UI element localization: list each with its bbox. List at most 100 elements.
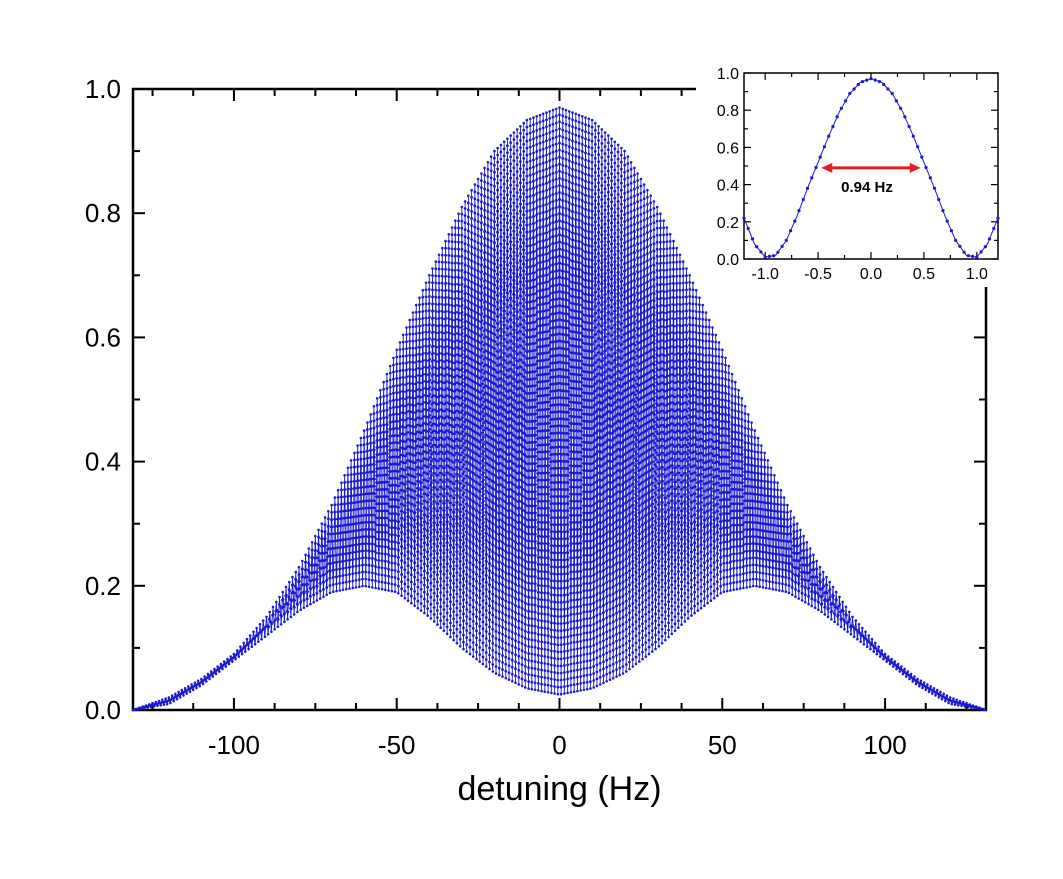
data-point [440, 478, 443, 482]
data-point [231, 660, 234, 663]
data-point [475, 523, 479, 527]
data-point [491, 515, 495, 519]
data-point [475, 601, 479, 604]
data-point [303, 583, 306, 587]
data-point [449, 579, 453, 582]
data-point [475, 650, 478, 654]
data-point [465, 636, 469, 639]
data-point [470, 273, 474, 277]
data-point [499, 179, 503, 182]
data-point [356, 444, 359, 447]
data-point [406, 585, 410, 588]
data-point [442, 551, 446, 555]
data-point [457, 233, 461, 237]
data-point [359, 450, 363, 454]
data-point [425, 373, 428, 377]
data-point [378, 523, 381, 527]
data-point [185, 692, 188, 695]
data-point [498, 645, 501, 649]
data-point [488, 569, 492, 573]
data-point [491, 621, 495, 624]
data-point [355, 536, 358, 539]
data-point [449, 635, 452, 639]
data-point [433, 514, 436, 517]
data-point [413, 518, 417, 522]
data-point [460, 233, 464, 237]
data-point [475, 558, 479, 562]
data-point [407, 557, 410, 560]
data-point [441, 296, 444, 299]
data-point [473, 240, 477, 243]
data-point [377, 544, 381, 548]
data-point [462, 534, 466, 537]
data-point [404, 518, 407, 522]
data-point [479, 476, 482, 479]
data-point [366, 421, 369, 424]
data-point [405, 368, 409, 371]
data-point [293, 606, 296, 609]
data-point [446, 471, 450, 475]
data-point [381, 530, 384, 534]
data-point [275, 600, 278, 604]
data-point [447, 310, 451, 314]
data-point [465, 538, 469, 541]
data-point [485, 539, 489, 542]
data-point [481, 641, 485, 645]
data-point [480, 284, 484, 287]
data-point [441, 338, 445, 342]
data-point [462, 619, 465, 622]
data-point [431, 330, 435, 334]
data-point [454, 233, 457, 236]
data-point [410, 566, 413, 569]
data-point [473, 254, 477, 257]
data-point [461, 472, 465, 476]
data-point [407, 543, 410, 546]
data-point [462, 640, 465, 644]
data-point [381, 545, 384, 548]
data-point [434, 274, 438, 278]
data-point [450, 247, 454, 251]
data-point [337, 503, 340, 506]
data-point [338, 574, 342, 578]
data-point [461, 423, 464, 426]
data-point [329, 562, 332, 565]
data-point [488, 548, 492, 551]
data-point [376, 460, 380, 464]
data-point [341, 581, 345, 584]
data-point [459, 552, 462, 556]
data-point [360, 472, 363, 475]
data-point [325, 570, 329, 574]
data-point [397, 462, 401, 466]
data-point [421, 338, 425, 341]
data-point [259, 630, 263, 634]
data-point [404, 482, 407, 486]
data-point [499, 200, 503, 203]
data-point [452, 624, 456, 628]
data-point [455, 634, 459, 638]
data-point [483, 187, 487, 191]
data-point [480, 361, 484, 365]
data-point [451, 347, 454, 350]
data-point [372, 412, 376, 415]
data-point [467, 250, 470, 254]
data-point [439, 570, 443, 573]
data-point [428, 295, 431, 298]
data-point [457, 333, 461, 336]
data-point [469, 568, 472, 572]
data-point [491, 656, 495, 659]
data-point [375, 404, 379, 407]
data-point [482, 577, 485, 581]
data-point [426, 578, 430, 582]
data-point [486, 175, 490, 178]
data-point [397, 584, 400, 588]
data-point [472, 641, 475, 644]
data-point [490, 268, 493, 271]
data-point [346, 473, 350, 477]
data-point [353, 501, 357, 504]
data-point [479, 483, 482, 487]
data-point [200, 677, 203, 681]
data-point [386, 473, 390, 477]
data-point [343, 474, 346, 477]
data-point [276, 625, 280, 629]
data-point [324, 544, 328, 547]
